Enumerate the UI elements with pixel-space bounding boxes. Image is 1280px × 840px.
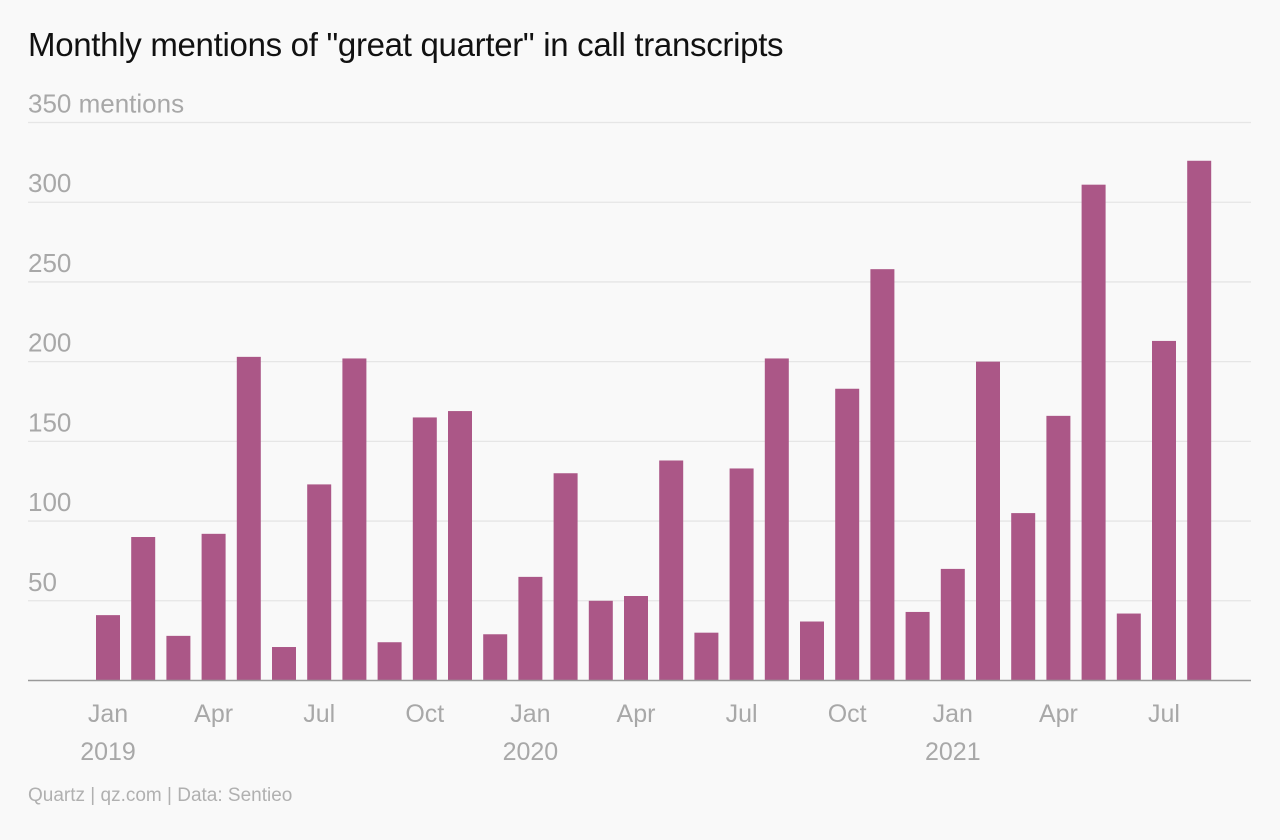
bar-2019-03 (166, 635, 191, 681)
y-axis-ticks: 350 mentions 300 250 200 150 100 50 (28, 89, 184, 597)
bar-2020-07 (729, 468, 754, 681)
x-tick-label: Jan (88, 700, 128, 728)
bar-2020-11 (870, 269, 895, 681)
x-tick-year-label: 2020 (503, 738, 559, 766)
y-tick-label: 50 (28, 567, 57, 597)
bar-2019-10 (412, 417, 437, 681)
x-tick-year-label: 2019 (80, 738, 136, 766)
x-tick-label: Jan (510, 700, 550, 728)
bar-2021-05 (1081, 184, 1106, 681)
x-tick-label: Apr (617, 700, 656, 728)
bar-2020-06 (694, 632, 719, 681)
y-tick-label: 300 (28, 168, 71, 198)
y-tick-label: 200 (28, 328, 71, 358)
bar-2020-02 (553, 473, 578, 681)
bar-2019-01 (96, 615, 120, 681)
bar-2019-06 (272, 647, 296, 681)
bar-2020-08 (764, 358, 789, 681)
bar-2020-01 (518, 576, 543, 681)
bar-2021-07 (1152, 340, 1176, 681)
bar-2019-05 (236, 356, 261, 681)
x-tick-label: Jan (933, 700, 973, 728)
bar-2020-03 (588, 600, 613, 681)
bar-2021-04 (1046, 415, 1071, 681)
y-tick-label: 100 (28, 487, 71, 517)
x-tick-year-label: 2021 (925, 738, 981, 766)
x-tick-label: Jul (303, 700, 335, 728)
x-tick-label: Jul (726, 700, 758, 728)
bar-2020-10 (835, 388, 860, 681)
bar-2019-12 (483, 634, 508, 681)
bar-2019-04 (201, 533, 226, 681)
bar-2020-09 (800, 621, 824, 681)
y-tick-label: 250 (28, 248, 71, 278)
y-tick-label: 350 mentions (28, 89, 184, 119)
x-axis-ticks: Jan 2019 Apr Jul Oct Jan 2020 Apr Jul Oct Jan 2021 A… (80, 700, 1180, 766)
bar-2021-01 (940, 568, 965, 681)
chart-title: Monthly mentions of "great quarter" in c… (28, 26, 784, 63)
bar-2020-12 (905, 611, 930, 681)
bar-2021-06 (1116, 613, 1141, 681)
x-tick-label: Apr (194, 700, 233, 728)
x-tick-label: Oct (405, 700, 444, 728)
bars (96, 160, 1212, 681)
bar-2020-04 (624, 596, 648, 681)
x-tick-label: Apr (1039, 700, 1078, 728)
x-tick-label: Oct (828, 700, 867, 728)
x-tick-label: Jul (1148, 700, 1180, 728)
bar-2021-03 (1011, 513, 1036, 681)
bar-2020-05 (659, 460, 684, 681)
bar-2019-07 (307, 484, 332, 681)
bar-2021-02 (976, 361, 1000, 681)
bar-2021-08 (1187, 160, 1212, 681)
bar-2019-08 (342, 358, 367, 681)
bar-2019-09 (377, 642, 402, 681)
bar-2019-11 (448, 411, 472, 681)
y-tick-label: 150 (28, 407, 71, 437)
bar-2019-02 (131, 537, 156, 681)
source-note: Quartz | qz.com | Data: Sentieo (28, 785, 293, 806)
